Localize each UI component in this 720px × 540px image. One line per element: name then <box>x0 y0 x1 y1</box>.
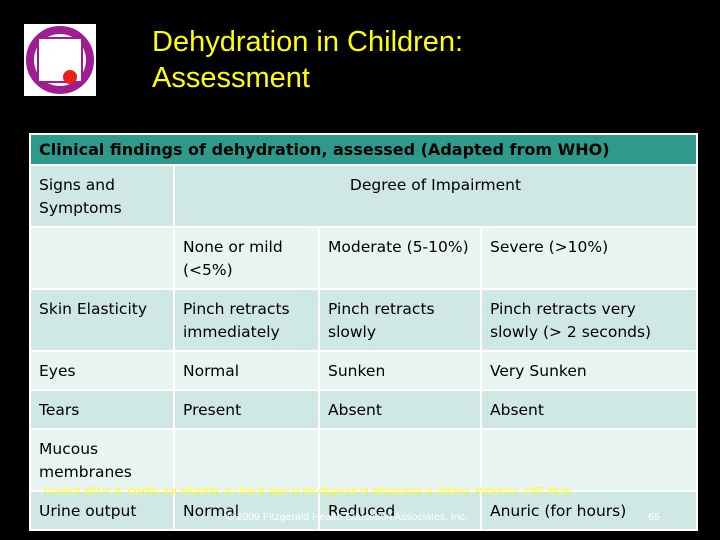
table-cell <box>173 428 320 492</box>
table-cell <box>479 428 699 492</box>
table-cell: Tears <box>29 389 175 430</box>
reference-journal: Pediatrics <box>475 486 519 497</box>
table-cell: Skin Elasticity <box>29 288 175 352</box>
table-cell: Reduced <box>318 490 482 531</box>
table-row: None or mild (<5%) Moderate (5-10%) Seve… <box>29 226 699 290</box>
table-cell: Very Sunken <box>479 350 699 391</box>
reference-details: . 1997;99;e6. <box>518 486 574 497</box>
table-cell: Normal <box>173 350 320 391</box>
logo <box>24 24 96 96</box>
copyright-notice: © 2009 Fitzgerald Health Education Assoc… <box>226 511 468 523</box>
table-cell <box>318 428 482 492</box>
table-cell: Pinch retracts immediately <box>173 288 320 352</box>
table-cell <box>29 226 175 290</box>
table-row: Tears Present Absent Absent <box>29 389 699 430</box>
page-title: Dehydration in Children: Assessment <box>152 24 692 96</box>
table-title: Clinical findings of dehydration, assess… <box>28 133 699 166</box>
table-cell: Absent <box>318 389 482 430</box>
table-cell: Present <box>173 389 320 430</box>
table-cell: Pinch retracts slowly <box>318 288 482 352</box>
table-cell: Anuric (for hours) <box>479 490 699 531</box>
table-cell: Pinch retracts very slowly (> 2 seconds) <box>479 288 699 352</box>
table-row: Skin Elasticity Pinch retracts immediate… <box>29 288 699 352</box>
table-row: Eyes Normal Sunken Very Sunken <box>29 350 699 391</box>
col-header-degree: Degree of Impairment <box>172 164 699 228</box>
table-header-row: Clinical findings of dehydration, assess… <box>28 133 699 166</box>
table-row: Signs and Symptoms Degree of Impairment <box>29 164 699 228</box>
table-cell: Absent <box>479 389 699 430</box>
logo-icon <box>26 26 94 94</box>
table-row: Mucous membranes <box>29 428 699 492</box>
page-number: 65 <box>648 511 660 523</box>
table-cell: Mucous membranes <box>29 428 175 492</box>
reference-citation: Gorelick MH et al. Validity and reliabil… <box>44 486 704 497</box>
title-line-2: Assessment <box>152 62 310 94</box>
table-row: Urine output Normal Reduced Anuric (for … <box>29 490 699 531</box>
table-cell: Sunken <box>318 350 482 391</box>
level-moderate: Moderate (5-10%) <box>318 226 482 290</box>
dehydration-table: Clinical findings of dehydration, assess… <box>28 133 699 531</box>
col-header-signs: Signs and Symptoms <box>29 164 175 228</box>
level-none: None or mild (<5%) <box>173 226 320 290</box>
table-cell: Eyes <box>29 350 175 391</box>
title-line-1: Dehydration in Children: <box>152 26 464 58</box>
reference-text: Gorelick MH et al. Validity and reliabil… <box>44 486 476 497</box>
table-cell: Normal <box>173 490 320 531</box>
level-severe: Severe (>10%) <box>479 226 699 290</box>
table-cell: Urine output <box>29 490 175 531</box>
